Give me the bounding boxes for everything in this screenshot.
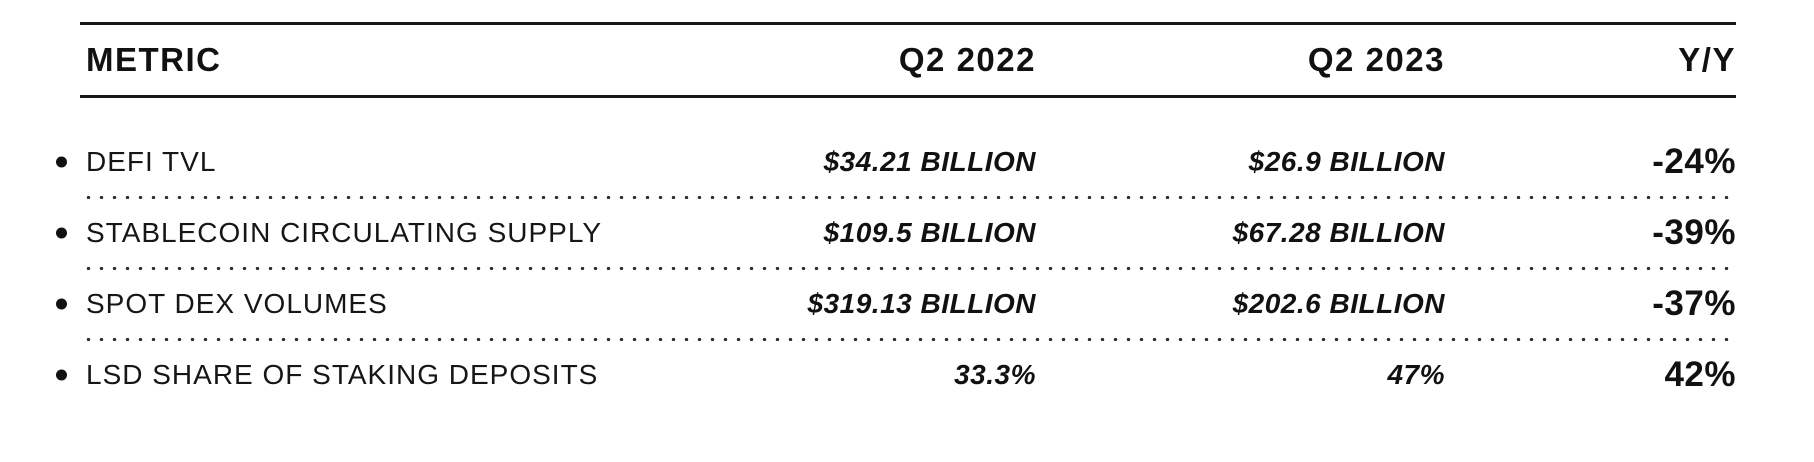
metric-cell: STABLECOIN CIRCULATING SUPPLY xyxy=(56,217,680,249)
yoy-value: -39% xyxy=(1652,213,1736,252)
metric-cell: DEFI TVL xyxy=(56,146,680,178)
q2-2022-value: $319.13 BILLION xyxy=(807,288,1036,319)
yoy-value: -24% xyxy=(1652,142,1736,181)
table-body: DEFI TVL $34.21 BILLION $26.9 BILLION -2… xyxy=(56,98,1736,409)
q2-2022-value: $109.5 BILLION xyxy=(823,217,1036,248)
table-row-stablecoin-supply: STABLECOIN CIRCULATING SUPPLY $109.5 BIL… xyxy=(56,199,1736,267)
bullet-dot-icon xyxy=(56,369,67,381)
table-row-spot-dex-volumes: SPOT DEX VOLUMES $319.13 BILLION $202.6 … xyxy=(56,270,1736,338)
row-divider xyxy=(80,338,1736,341)
table-row-defi-tvl: DEFI TVL $34.21 BILLION $26.9 BILLION -2… xyxy=(56,128,1736,196)
metric-label: DEFI TVL xyxy=(86,146,217,177)
q2-2023-value: 47% xyxy=(1387,359,1445,390)
q2-2023-value: $26.9 BILLION xyxy=(1248,146,1445,177)
column-header-yy: Y/Y xyxy=(1678,41,1736,78)
yoy-value: -37% xyxy=(1652,284,1736,323)
metric-label: LSD SHARE OF STAKING DEPOSITS xyxy=(86,359,599,390)
row-divider xyxy=(80,267,1736,270)
table-header-row: METRIC Q2 2022 Q2 2023 Y/Y xyxy=(80,22,1736,98)
row-divider xyxy=(80,196,1736,199)
bullet-dot-icon xyxy=(56,298,67,310)
q2-2023-value: $67.28 BILLION xyxy=(1232,217,1445,248)
table-row-lsd-share: LSD SHARE OF STAKING DEPOSITS 33.3% 47% … xyxy=(56,341,1736,409)
q2-2023-value: $202.6 BILLION xyxy=(1232,288,1445,319)
bullet-dot-icon xyxy=(56,227,67,239)
q2-2022-value: 33.3% xyxy=(954,359,1036,390)
metric-cell: SPOT DEX VOLUMES xyxy=(56,288,680,320)
column-header-q2-2023: Q2 2023 xyxy=(1307,41,1445,78)
metrics-comparison-table: METRIC Q2 2022 Q2 2023 Y/Y DEFI TVL $34.… xyxy=(56,22,1736,409)
metric-label: SPOT DEX VOLUMES xyxy=(86,288,388,319)
yoy-value: 42% xyxy=(1664,355,1736,394)
metric-label: STABLECOIN CIRCULATING SUPPLY xyxy=(86,217,602,248)
column-header-metric: METRIC xyxy=(86,41,222,78)
q2-2022-value: $34.21 BILLION xyxy=(823,146,1036,177)
bullet-dot-icon xyxy=(56,156,67,168)
column-header-q2-2022: Q2 2022 xyxy=(898,41,1036,78)
metric-cell: LSD SHARE OF STAKING DEPOSITS xyxy=(56,359,680,391)
